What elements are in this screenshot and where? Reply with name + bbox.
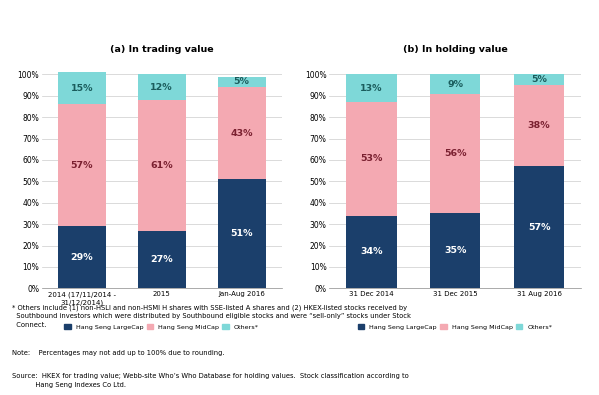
Text: 57%: 57% (71, 161, 93, 170)
Bar (58, 104, 106, 226)
Text: 12%: 12% (150, 83, 173, 92)
Bar (514, 74, 564, 85)
Bar (217, 87, 265, 179)
Text: 5%: 5% (234, 77, 250, 87)
Text: value by stock type (Nov 2014 – Aug 2016): value by stock type (Nov 2014 – Aug 2016… (9, 37, 258, 46)
Bar (346, 102, 397, 216)
Text: Source:  HKEX for trading value; Webb-site Who’s Who Database for holding values: Source: HKEX for trading value; Webb-sit… (12, 373, 409, 388)
Bar (138, 231, 186, 288)
Text: * Others include (1) non-HSLI and non-HSMI H shares with SSE-listed A shares and: * Others include (1) non-HSLI and non-HS… (12, 304, 411, 328)
Text: 15%: 15% (71, 84, 93, 93)
Bar (514, 85, 564, 166)
Bar (138, 74, 186, 100)
Text: 35%: 35% (444, 246, 467, 256)
Text: Figure 9.  Shanghai Connect — Distribution of Southbound trading value and inves: Figure 9. Shanghai Connect — Distributio… (9, 15, 482, 24)
Text: 43%: 43% (231, 129, 253, 138)
Bar (58, 226, 106, 288)
Text: 51%: 51% (231, 229, 253, 238)
Bar (346, 216, 397, 288)
Bar (430, 213, 480, 288)
Text: 56%: 56% (444, 149, 467, 158)
Bar (58, 72, 106, 104)
Text: 5%: 5% (531, 75, 547, 84)
Bar (138, 100, 186, 231)
Bar (217, 179, 265, 288)
Legend: Hang Seng LargeCap, Hang Seng MidCap, Others*: Hang Seng LargeCap, Hang Seng MidCap, Ot… (65, 324, 259, 329)
Text: 53%: 53% (360, 154, 383, 164)
Text: 38%: 38% (528, 121, 550, 130)
Text: 29%: 29% (71, 253, 93, 262)
Bar (217, 77, 265, 87)
Text: 9%: 9% (447, 79, 463, 88)
Text: 61%: 61% (150, 161, 173, 170)
Bar (430, 74, 480, 94)
Text: Note:    Percentages may not add up to 100% due to rounding.: Note: Percentages may not add up to 100%… (12, 350, 225, 356)
Bar (514, 166, 564, 288)
Bar (346, 74, 397, 102)
Title: (a) In trading value: (a) In trading value (110, 45, 213, 54)
Text: 27%: 27% (150, 255, 173, 264)
Text: 13%: 13% (360, 84, 383, 93)
Title: (b) In holding value: (b) In holding value (403, 45, 507, 54)
Legend: Hang Seng LargeCap, Hang Seng MidCap, Others*: Hang Seng LargeCap, Hang Seng MidCap, Ot… (358, 324, 552, 329)
Text: 57%: 57% (528, 223, 550, 232)
Bar (430, 94, 480, 213)
Text: 34%: 34% (360, 248, 383, 256)
